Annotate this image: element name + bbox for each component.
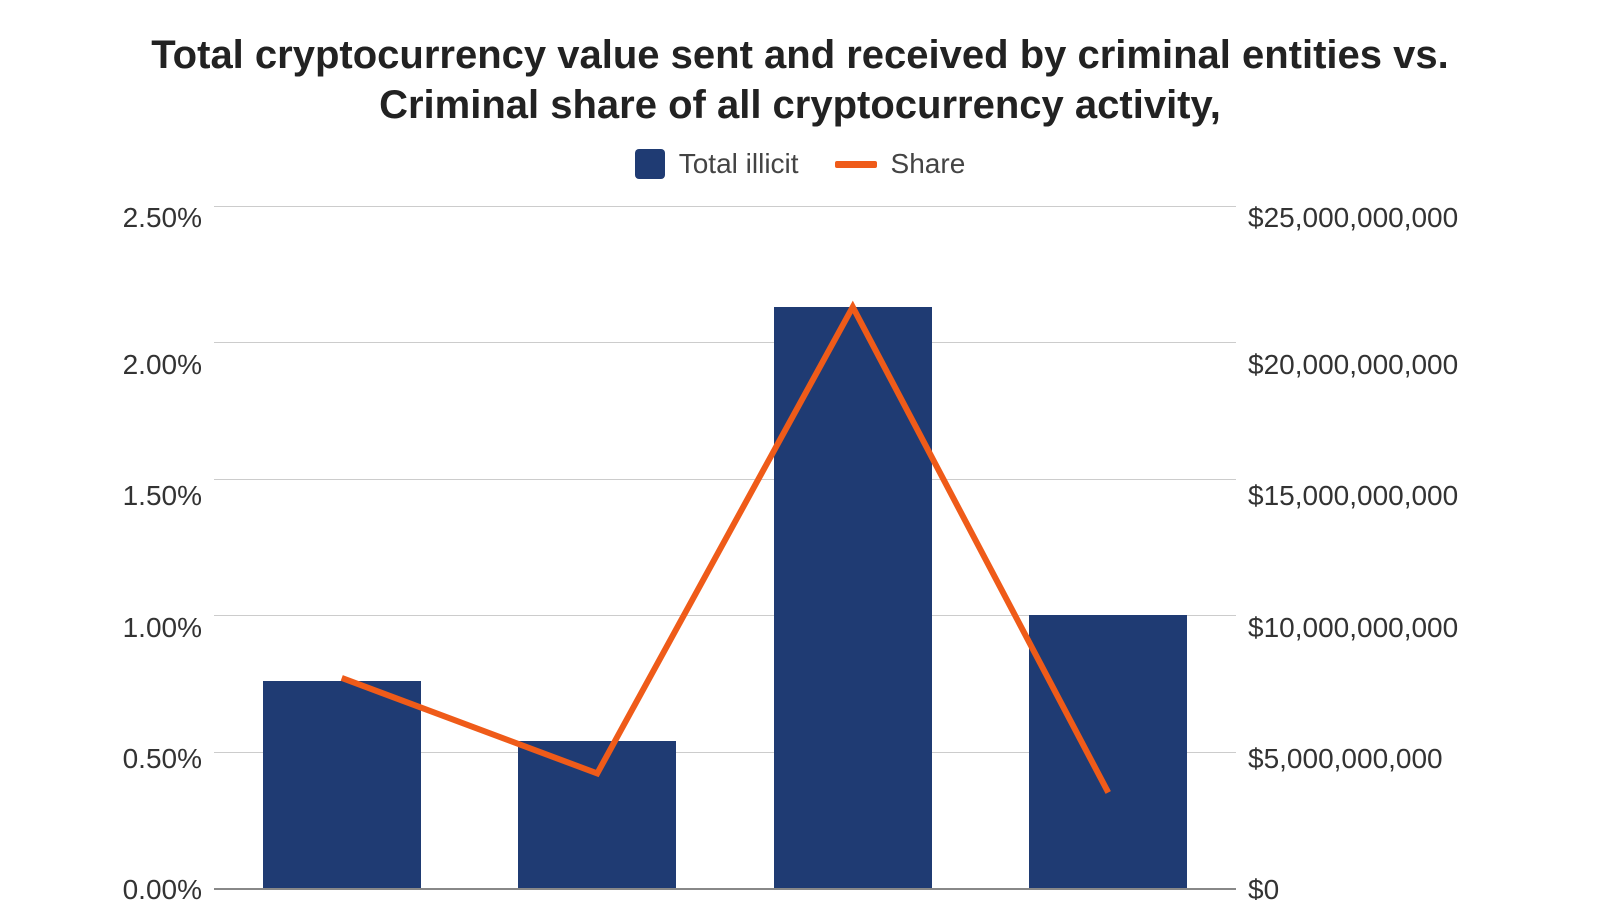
y-axis-left: 2.50%2.00%1.50%1.00%0.50%0.00% — [40, 206, 214, 890]
legend-item-total-illicit: Total illicit — [635, 148, 799, 180]
legend-swatch-line-icon — [835, 161, 877, 168]
legend-swatch-square-icon — [635, 149, 665, 179]
legend-label-share: Share — [891, 148, 966, 180]
y-right-tick: $25,000,000,000 — [1248, 204, 1458, 232]
y-right-tick: $10,000,000,000 — [1248, 614, 1458, 642]
chart-body: 2.50%2.00%1.50%1.00%0.50%0.00% $25,000,0… — [40, 206, 1560, 890]
y-left-tick: 0.50% — [123, 745, 202, 773]
chart-container: Total cryptocurrency value sent and rece… — [0, 0, 1600, 900]
y-left-tick: 0.00% — [123, 876, 202, 900]
y-right-tick: $20,000,000,000 — [1248, 351, 1458, 379]
y-left-tick: 1.00% — [123, 614, 202, 642]
plot-area — [214, 206, 1236, 890]
y-right-tick: $5,000,000,000 — [1248, 745, 1443, 773]
legend: Total illicit Share — [40, 148, 1560, 180]
share-line — [342, 307, 1109, 793]
chart-title: Total cryptocurrency value sent and rece… — [100, 30, 1500, 130]
y-left-tick: 1.50% — [123, 482, 202, 510]
y-right-tick: $15,000,000,000 — [1248, 482, 1458, 510]
y-right-tick: $0 — [1248, 876, 1279, 900]
y-left-tick: 2.50% — [123, 204, 202, 232]
legend-label-total-illicit: Total illicit — [679, 148, 799, 180]
y-left-tick: 2.00% — [123, 351, 202, 379]
line-series — [214, 206, 1236, 888]
y-axis-right: $25,000,000,000 $20,000,000,000 $15,000,00… — [1236, 206, 1560, 890]
legend-item-share: Share — [835, 148, 966, 180]
